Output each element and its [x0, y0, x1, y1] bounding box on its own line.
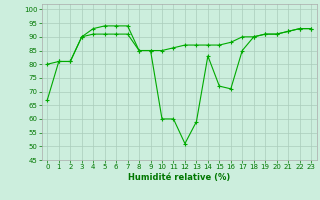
- X-axis label: Humidité relative (%): Humidité relative (%): [128, 173, 230, 182]
